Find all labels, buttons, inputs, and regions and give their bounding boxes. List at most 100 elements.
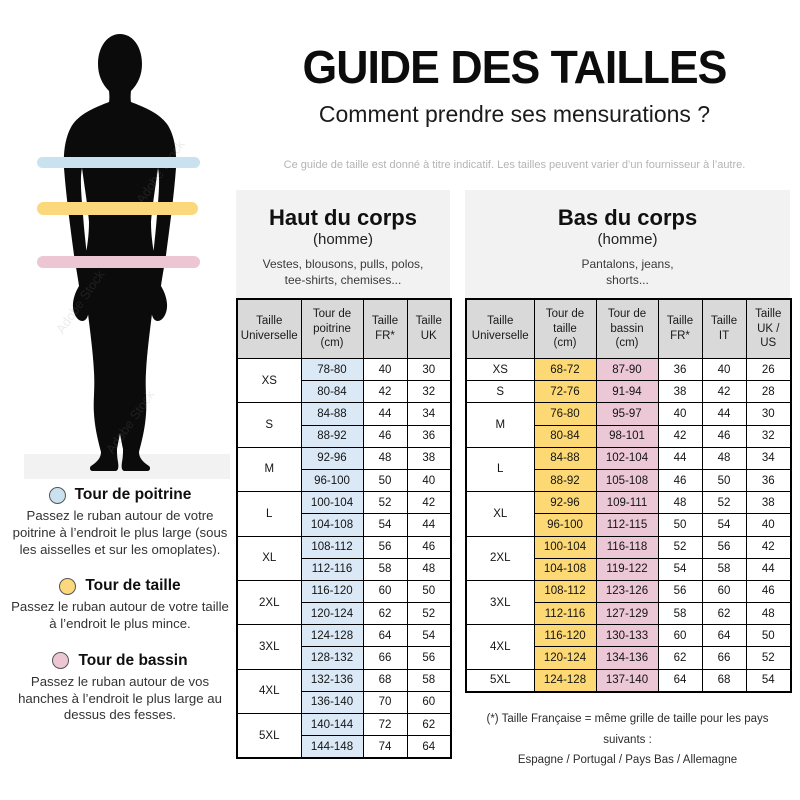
disclaimer-text: Ce guide de taille est donné à titre ind… bbox=[283, 159, 746, 171]
table-row: 2XL 100-104 116-118 52 56 42 bbox=[465, 535, 792, 581]
value-cell: 58 bbox=[362, 557, 408, 581]
column-header: Taille IT bbox=[701, 298, 747, 359]
value-cell: 42 bbox=[657, 424, 703, 448]
hips-circle-icon bbox=[52, 652, 70, 670]
value-cell: 34 bbox=[406, 402, 452, 426]
table-row: 104-108 119-122 54 58 44 bbox=[466, 557, 792, 581]
value-cell: 119-122 bbox=[595, 557, 659, 581]
value-cell: 88-92 bbox=[533, 468, 597, 493]
size-cell: M bbox=[465, 402, 535, 448]
value-cell: 92-96 bbox=[300, 446, 364, 470]
value-cell: 72-76 bbox=[533, 380, 597, 404]
value-cell: 104-108 bbox=[300, 513, 364, 537]
column-header: Tour de bassin (cm) bbox=[595, 298, 659, 359]
table-row: 120-124 134-136 62 66 52 bbox=[466, 646, 792, 670]
value-cell: 60 bbox=[406, 690, 452, 715]
table-row: M 76-80 95-97 40 44 30 bbox=[465, 402, 792, 448]
value-cell: 136-140 bbox=[300, 690, 364, 715]
body-silhouette bbox=[63, 34, 177, 471]
value-cell: 30 bbox=[406, 357, 452, 382]
value-cell: 64 bbox=[657, 668, 703, 693]
legend-label: Tour de poitrine bbox=[74, 486, 192, 503]
legend-label: Tour de taille bbox=[85, 577, 181, 595]
waist-circle-icon bbox=[59, 577, 77, 595]
value-cell: 64 bbox=[406, 735, 452, 759]
column-header: Taille UK bbox=[406, 298, 452, 359]
value-cell: 134-136 bbox=[595, 646, 659, 670]
value-cell: 91-94 bbox=[595, 380, 659, 404]
table-row: 80-84 98-101 42 46 32 bbox=[466, 424, 792, 448]
value-cell: 50 bbox=[406, 579, 452, 604]
legend-label: Tour de bassin bbox=[78, 651, 188, 669]
section-title: Bas du corps bbox=[557, 205, 698, 230]
column-header: Taille FR* bbox=[362, 298, 408, 359]
value-cell: 56 bbox=[657, 579, 703, 604]
value-cell: 96-100 bbox=[300, 468, 364, 493]
size-cell: L bbox=[236, 491, 302, 537]
value-cell: 52 bbox=[406, 602, 452, 626]
legend-item-waist: Tour de taille Passez le ruban autour de… bbox=[10, 577, 230, 633]
table-row: 88-92 105-108 46 50 36 bbox=[466, 468, 792, 493]
size-cell: XS bbox=[465, 357, 535, 382]
value-cell: 62 bbox=[701, 602, 747, 626]
page-subtitle: Comment prendre ses mensurations ? bbox=[318, 101, 711, 127]
value-cell: 48 bbox=[745, 602, 792, 626]
size-cell: S bbox=[465, 380, 535, 404]
value-cell: 46 bbox=[362, 424, 408, 448]
value-cell: 120-124 bbox=[300, 602, 364, 626]
value-cell: 40 bbox=[362, 357, 408, 382]
size-cell: 2XL bbox=[465, 535, 535, 581]
table-row: 96-100 50 40 bbox=[237, 468, 452, 493]
value-cell: 116-120 bbox=[300, 579, 364, 604]
table-row: 3XL 108-112 123-126 56 60 46 bbox=[465, 579, 792, 626]
value-cell: 58 bbox=[406, 668, 452, 692]
section-garment-list: Vestes, blousons, pulls, polos, tee-shir… bbox=[262, 257, 424, 287]
value-cell: 48 bbox=[701, 446, 747, 470]
chest-circle-icon bbox=[48, 486, 66, 504]
value-cell: 109-111 bbox=[595, 491, 659, 515]
measurement-legend: Tour de poitrine Passez le ruban autour … bbox=[10, 486, 230, 743]
value-cell: 56 bbox=[406, 646, 452, 670]
value-cell: 28 bbox=[745, 380, 792, 404]
value-cell: 30 bbox=[745, 402, 792, 426]
value-cell: 32 bbox=[745, 424, 792, 448]
table-row: 4XL 116-120 130-133 60 64 50 bbox=[465, 624, 792, 670]
table-row: XS 68-72 87-90 36 40 26 bbox=[465, 357, 792, 382]
value-cell: 80-84 bbox=[300, 380, 364, 404]
value-cell: 98-101 bbox=[595, 424, 659, 448]
value-cell: 52 bbox=[657, 535, 703, 559]
value-cell: 56 bbox=[701, 535, 747, 559]
size-cell: 2XL bbox=[236, 579, 302, 626]
value-cell: 54 bbox=[362, 513, 408, 537]
table-row: 88-92 46 36 bbox=[237, 424, 452, 448]
section-title: Haut du corps bbox=[269, 205, 417, 230]
value-cell: 68-72 bbox=[533, 357, 597, 382]
header-row: Taille Universelle Tour de taille (cm) Tou… bbox=[465, 298, 792, 359]
value-cell: 54 bbox=[406, 624, 452, 648]
value-cell: 76-80 bbox=[533, 402, 597, 426]
size-cell: XS bbox=[236, 357, 302, 404]
legend-description: Passez le ruban autour de votre poitrine… bbox=[12, 508, 228, 557]
column-header: Taille UK / US bbox=[745, 298, 792, 359]
table-row: 80-84 42 32 bbox=[237, 380, 452, 404]
male-silhouette-figure: Adobe Stock Adobe Stock Adobe Stock bbox=[24, 34, 230, 479]
value-cell: 105-108 bbox=[595, 468, 659, 493]
value-cell: 38 bbox=[406, 446, 452, 470]
value-cell: 108-112 bbox=[300, 535, 364, 559]
value-cell: 124-128 bbox=[300, 624, 364, 648]
value-cell: 120-124 bbox=[533, 646, 597, 670]
value-cell: 42 bbox=[406, 491, 452, 515]
column-header: Tour de taille (cm) bbox=[533, 298, 597, 359]
table-row: XS 78-80 40 30 bbox=[236, 357, 452, 404]
value-cell: 84-88 bbox=[533, 446, 597, 470]
chest-band bbox=[37, 157, 200, 168]
value-cell: 46 bbox=[657, 468, 703, 493]
legend-title: Tour de taille bbox=[10, 577, 230, 595]
value-cell: 44 bbox=[701, 402, 747, 426]
value-cell: 54 bbox=[657, 557, 703, 581]
value-cell: 32 bbox=[406, 380, 452, 404]
value-cell: 26 bbox=[745, 357, 792, 382]
value-cell: 46 bbox=[406, 535, 452, 559]
table-row: 5XL 124-128 137-140 64 68 54 bbox=[465, 668, 792, 693]
table-row: S 72-76 91-94 38 42 28 bbox=[465, 380, 792, 404]
